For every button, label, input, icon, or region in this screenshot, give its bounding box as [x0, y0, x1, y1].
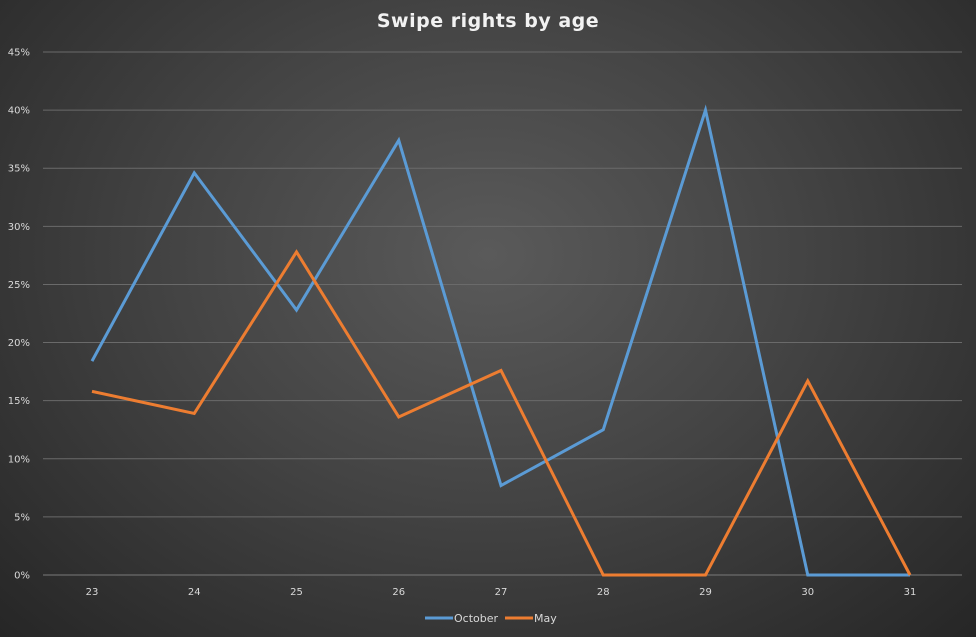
data-point [193, 171, 196, 174]
data-point [91, 390, 94, 393]
legend-label: May [534, 612, 557, 625]
y-tick-label: 5% [14, 512, 30, 523]
x-tick-label: 28 [597, 587, 610, 598]
data-point [909, 574, 912, 577]
data-point [704, 109, 707, 112]
x-tick-label: 29 [699, 587, 712, 598]
data-point [193, 412, 196, 415]
series-may [91, 249, 912, 577]
data-point [91, 360, 94, 363]
x-tick-label: 26 [392, 587, 405, 598]
series-october [90, 104, 910, 577]
x-tick-label: 24 [188, 587, 201, 598]
y-tick-label: 10% [8, 454, 30, 465]
y-tick-label: 20% [8, 338, 30, 349]
x-tick-label: 27 [495, 587, 508, 598]
data-point [295, 250, 298, 253]
y-tick-label: 0% [14, 571, 30, 582]
legend-item-may: May [505, 612, 557, 625]
legend-label: October [454, 612, 498, 625]
data-point [704, 574, 707, 577]
data-point [397, 415, 400, 418]
y-tick-label: 15% [8, 396, 30, 407]
series-line [90, 104, 910, 577]
data-point [602, 574, 605, 577]
x-tick-label: 25 [290, 587, 303, 598]
x-tick-label: 30 [801, 587, 814, 598]
y-axis-ticks: 0% 5% 10% 15% 20% 25% 30% 35% 40% 45% [8, 48, 30, 582]
x-tick-label: 31 [904, 587, 917, 598]
y-tick-label: 35% [8, 164, 30, 175]
y-tick-label: 30% [8, 222, 30, 233]
data-point [602, 428, 605, 431]
data-point [397, 139, 400, 142]
series-lines [90, 104, 912, 577]
x-tick-label: 23 [86, 587, 99, 598]
chart-title: Swipe rights by age [376, 10, 600, 32]
legend-item-october: October [425, 612, 498, 625]
data-point [500, 484, 503, 487]
gridlines [43, 51, 962, 576]
data-point [806, 379, 809, 382]
series-line [91, 249, 912, 577]
y-tick-label: 45% [8, 48, 30, 59]
y-tick-label: 25% [8, 280, 30, 291]
data-point [500, 369, 503, 372]
y-tick-label: 40% [8, 106, 30, 117]
data-point [806, 574, 809, 577]
legend: October May [425, 612, 557, 625]
x-axis-ticks: 23 24 25 26 27 28 29 30 31 [86, 587, 917, 598]
data-point [295, 309, 298, 312]
